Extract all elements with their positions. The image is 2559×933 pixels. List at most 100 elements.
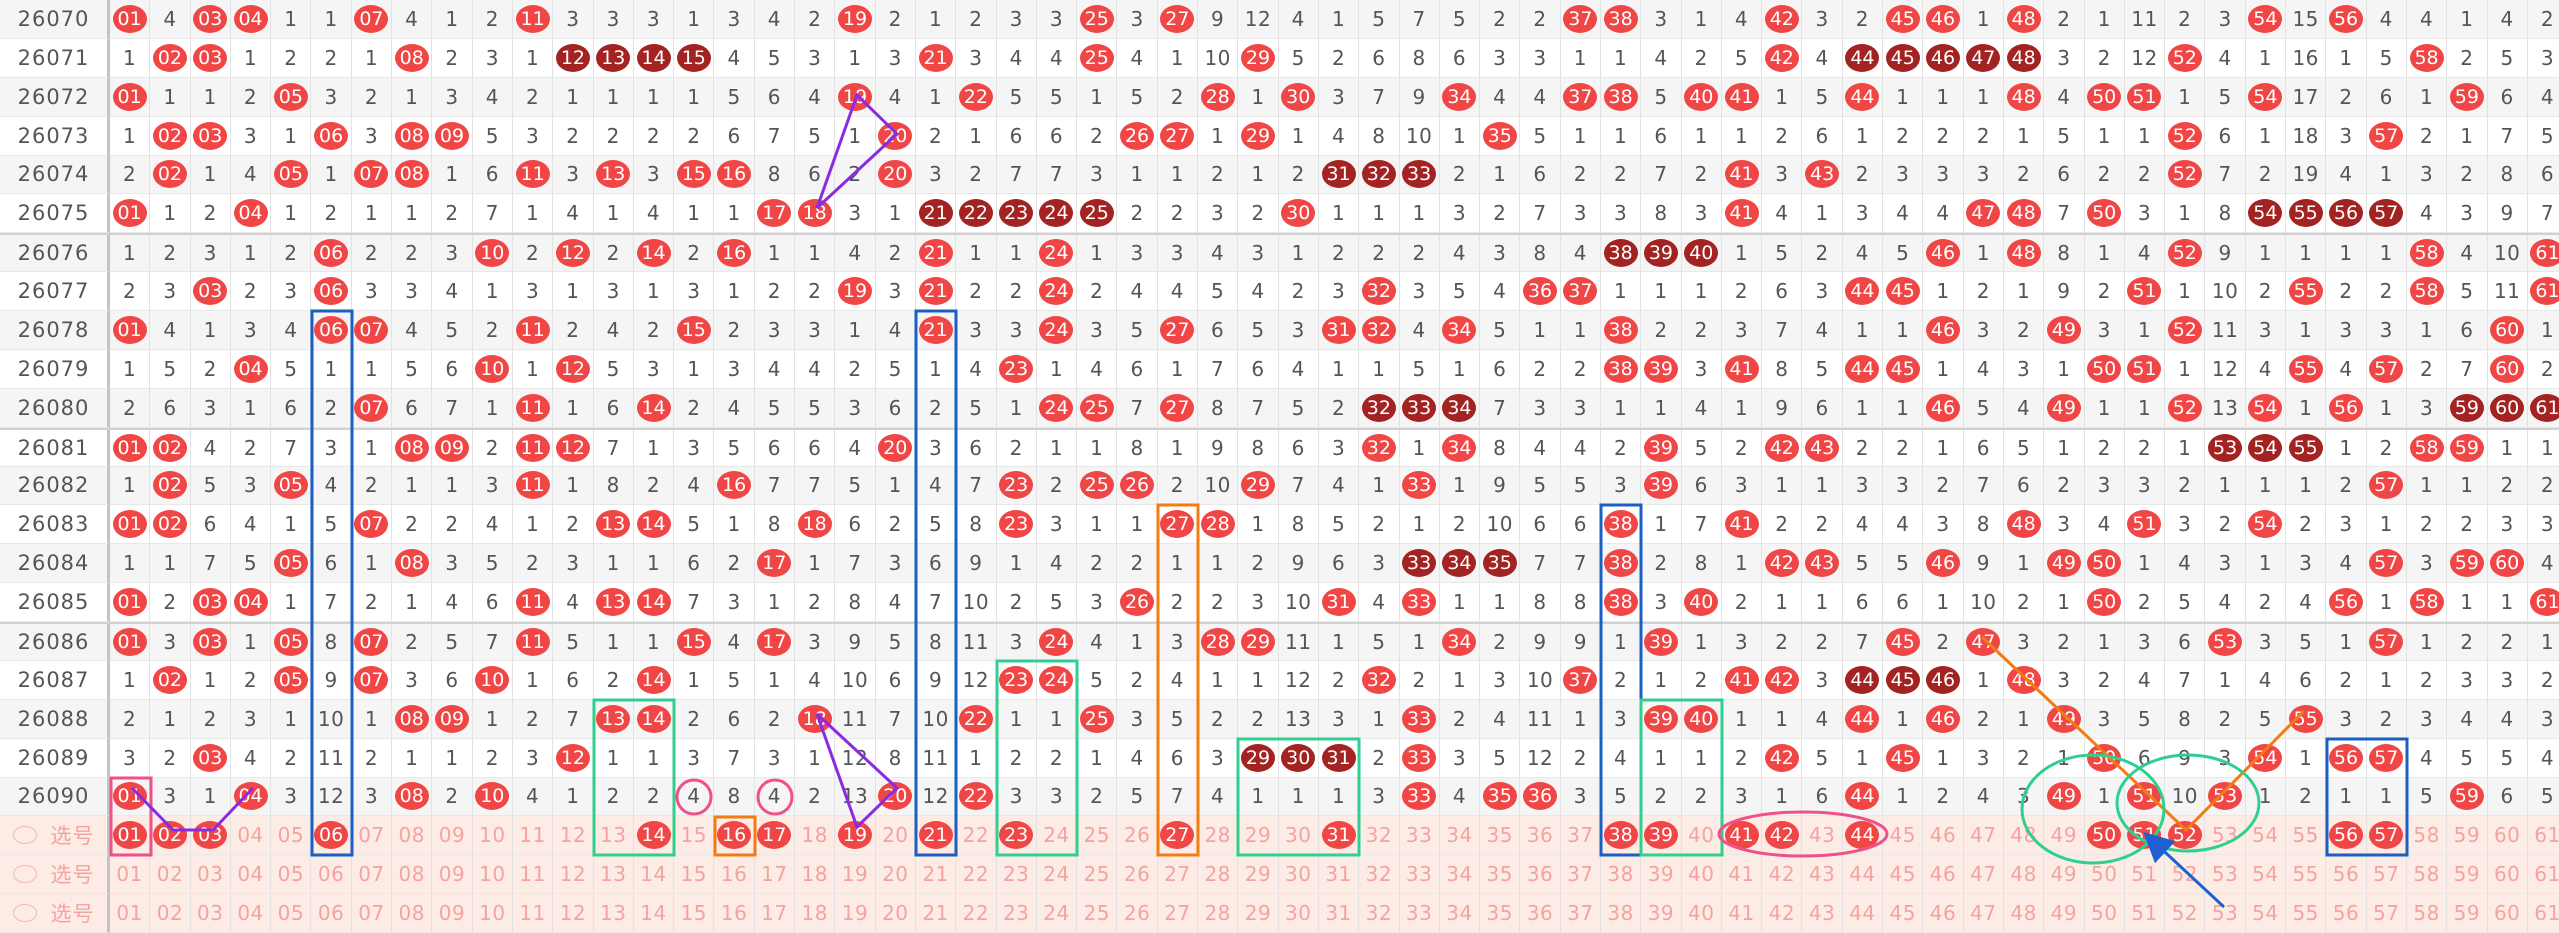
picker-number[interactable]: 42 bbox=[1768, 901, 1796, 926]
picker-number[interactable]: 38 bbox=[1607, 901, 1634, 926]
picker-number-cell[interactable]: 23 bbox=[996, 855, 1037, 895]
picker-number-cell[interactable]: 21 bbox=[915, 816, 957, 856]
picker-number[interactable]: 43 bbox=[1808, 862, 1836, 887]
picker-number-cell[interactable]: 60 bbox=[2487, 816, 2528, 856]
picker-number[interactable]: 22 bbox=[962, 901, 990, 926]
picker-number-cell[interactable]: 43 bbox=[1802, 894, 1843, 933]
picker-number[interactable]: 04 bbox=[237, 823, 264, 848]
picker-number-cell[interactable]: 35 bbox=[1480, 816, 1521, 856]
picker-number-cell[interactable]: 54 bbox=[2245, 894, 2287, 933]
picker-number[interactable]: 32 bbox=[1365, 901, 1393, 926]
picker-number-cell[interactable]: 12 bbox=[553, 816, 594, 856]
picker-number-cell[interactable]: 18 bbox=[795, 855, 836, 895]
picker-number-cell[interactable]: 34 bbox=[1439, 816, 1481, 856]
picker-number[interactable]: 12 bbox=[559, 901, 587, 926]
picker-number[interactable]: 47 bbox=[1970, 862, 1997, 887]
picker-number-cell[interactable]: 26 bbox=[1117, 816, 1158, 856]
picker-number[interactable]: 01 bbox=[116, 901, 143, 926]
picked-number-ball[interactable]: 21 bbox=[918, 821, 953, 850]
picker-number-cell[interactable]: 09 bbox=[432, 855, 473, 895]
picker-number-cell[interactable]: 29 bbox=[1238, 855, 1279, 895]
picker-number[interactable]: 43 bbox=[1808, 823, 1836, 848]
picker-number[interactable]: 34 bbox=[1446, 862, 1473, 887]
picker-number-cell[interactable]: 47 bbox=[1963, 816, 2004, 856]
picker-number[interactable]: 09 bbox=[438, 901, 466, 926]
picker-number-cell[interactable]: 35 bbox=[1480, 894, 1521, 933]
picker-number[interactable]: 34 bbox=[1446, 823, 1473, 848]
picker-number[interactable]: 32 bbox=[1365, 862, 1393, 887]
picker-number-cell[interactable]: 08 bbox=[392, 816, 433, 856]
picker-number-cell[interactable]: 26 bbox=[1117, 855, 1158, 895]
picked-number-ball[interactable]: 52 bbox=[2167, 821, 2202, 850]
picker-number[interactable]: 06 bbox=[317, 901, 345, 926]
picker-number-cell[interactable]: 09 bbox=[432, 816, 473, 856]
picker-number[interactable]: 48 bbox=[2010, 823, 2037, 848]
picker-number[interactable]: 41 bbox=[1728, 901, 1755, 926]
picker-number[interactable]: 45 bbox=[1889, 862, 1916, 887]
picker-number[interactable]: 31 bbox=[1325, 862, 1352, 887]
picker-number-cell[interactable]: 12 bbox=[553, 855, 594, 895]
picker-number[interactable]: 51 bbox=[2131, 901, 2158, 926]
picker-number-cell[interactable]: 25 bbox=[1077, 894, 1118, 933]
picker-number[interactable]: 52 bbox=[2171, 901, 2199, 926]
picker-number[interactable]: 53 bbox=[2211, 901, 2239, 926]
picked-number-ball[interactable]: 14 bbox=[636, 821, 671, 850]
picker-number-cell[interactable]: 41 bbox=[1721, 894, 1763, 933]
picker-number[interactable]: 15 bbox=[680, 862, 708, 887]
picker-label[interactable]: 选号 bbox=[0, 855, 110, 895]
picker-number[interactable]: 33 bbox=[1405, 823, 1433, 848]
picker-number-cell[interactable]: 46 bbox=[1923, 855, 1964, 895]
picker-number-cell[interactable]: 54 bbox=[2245, 855, 2287, 895]
picker-number-cell[interactable]: 12 bbox=[553, 894, 594, 933]
picker-number[interactable]: 04 bbox=[237, 862, 264, 887]
picker-number-cell[interactable]: 29 bbox=[1238, 894, 1279, 933]
picker-number-cell[interactable]: 20 bbox=[875, 894, 916, 933]
picker-number-cell[interactable]: 53 bbox=[2205, 816, 2246, 856]
picker-number[interactable]: 37 bbox=[1567, 862, 1594, 887]
picker-number[interactable]: 20 bbox=[882, 823, 909, 848]
picker-number-cell[interactable]: 08 bbox=[392, 894, 433, 933]
picker-number[interactable]: 03 bbox=[197, 862, 224, 887]
picker-number[interactable]: 24 bbox=[1043, 901, 1070, 926]
picker-number[interactable]: 44 bbox=[1849, 901, 1876, 926]
picker-number[interactable]: 36 bbox=[1526, 823, 1554, 848]
picker-number-cell[interactable]: 19 bbox=[835, 855, 876, 895]
picker-number[interactable]: 41 bbox=[1728, 862, 1755, 887]
picker-number-cell[interactable]: 48 bbox=[2003, 816, 2045, 856]
radio-icon[interactable] bbox=[12, 826, 37, 845]
picker-number-cell[interactable]: 40 bbox=[1681, 816, 1722, 856]
picker-number[interactable]: 02 bbox=[156, 901, 184, 926]
picker-number-cell[interactable]: 25 bbox=[1077, 855, 1118, 895]
picker-number[interactable]: 07 bbox=[358, 901, 385, 926]
picker-number[interactable]: 46 bbox=[1929, 862, 1957, 887]
picker-number-cell[interactable]: 13 bbox=[593, 816, 634, 856]
picker-number[interactable]: 49 bbox=[2050, 901, 2078, 926]
picker-number-cell[interactable]: 02 bbox=[150, 894, 191, 933]
picker-number[interactable]: 40 bbox=[1688, 823, 1715, 848]
picker-number-cell[interactable]: 03 bbox=[190, 855, 231, 895]
picker-number[interactable]: 28 bbox=[1204, 862, 1231, 887]
picker-number[interactable]: 49 bbox=[2050, 862, 2078, 887]
picker-number[interactable]: 10 bbox=[479, 823, 506, 848]
picker-number-cell[interactable]: 61 bbox=[2527, 855, 2559, 895]
picker-number-cell[interactable]: 01 bbox=[110, 816, 151, 856]
picker-number-cell[interactable]: 40 bbox=[1681, 855, 1722, 895]
picker-number[interactable]: 27 bbox=[1164, 901, 1191, 926]
picker-number[interactable]: 35 bbox=[1486, 862, 1513, 887]
picker-number[interactable]: 28 bbox=[1204, 901, 1231, 926]
picker-number-cell[interactable]: 53 bbox=[2205, 855, 2246, 895]
picked-number-ball[interactable]: 16 bbox=[717, 821, 752, 850]
picker-number[interactable]: 33 bbox=[1405, 901, 1433, 926]
picker-number-cell[interactable]: 06 bbox=[311, 894, 352, 933]
picker-number[interactable]: 20 bbox=[882, 862, 909, 887]
picked-number-ball[interactable]: 44 bbox=[1845, 821, 1880, 850]
picker-number[interactable]: 25 bbox=[1083, 901, 1110, 926]
picker-number-cell[interactable]: 60 bbox=[2487, 855, 2528, 895]
picker-number[interactable]: 02 bbox=[156, 862, 184, 887]
picked-number-ball[interactable]: 01 bbox=[112, 821, 147, 850]
picker-number[interactable]: 58 bbox=[2413, 862, 2440, 887]
picker-number-cell[interactable]: 50 bbox=[2084, 816, 2125, 856]
picker-number-cell[interactable]: 59 bbox=[2447, 816, 2488, 856]
picker-number-cell[interactable]: 55 bbox=[2286, 816, 2327, 856]
picker-number[interactable]: 47 bbox=[1970, 901, 1997, 926]
